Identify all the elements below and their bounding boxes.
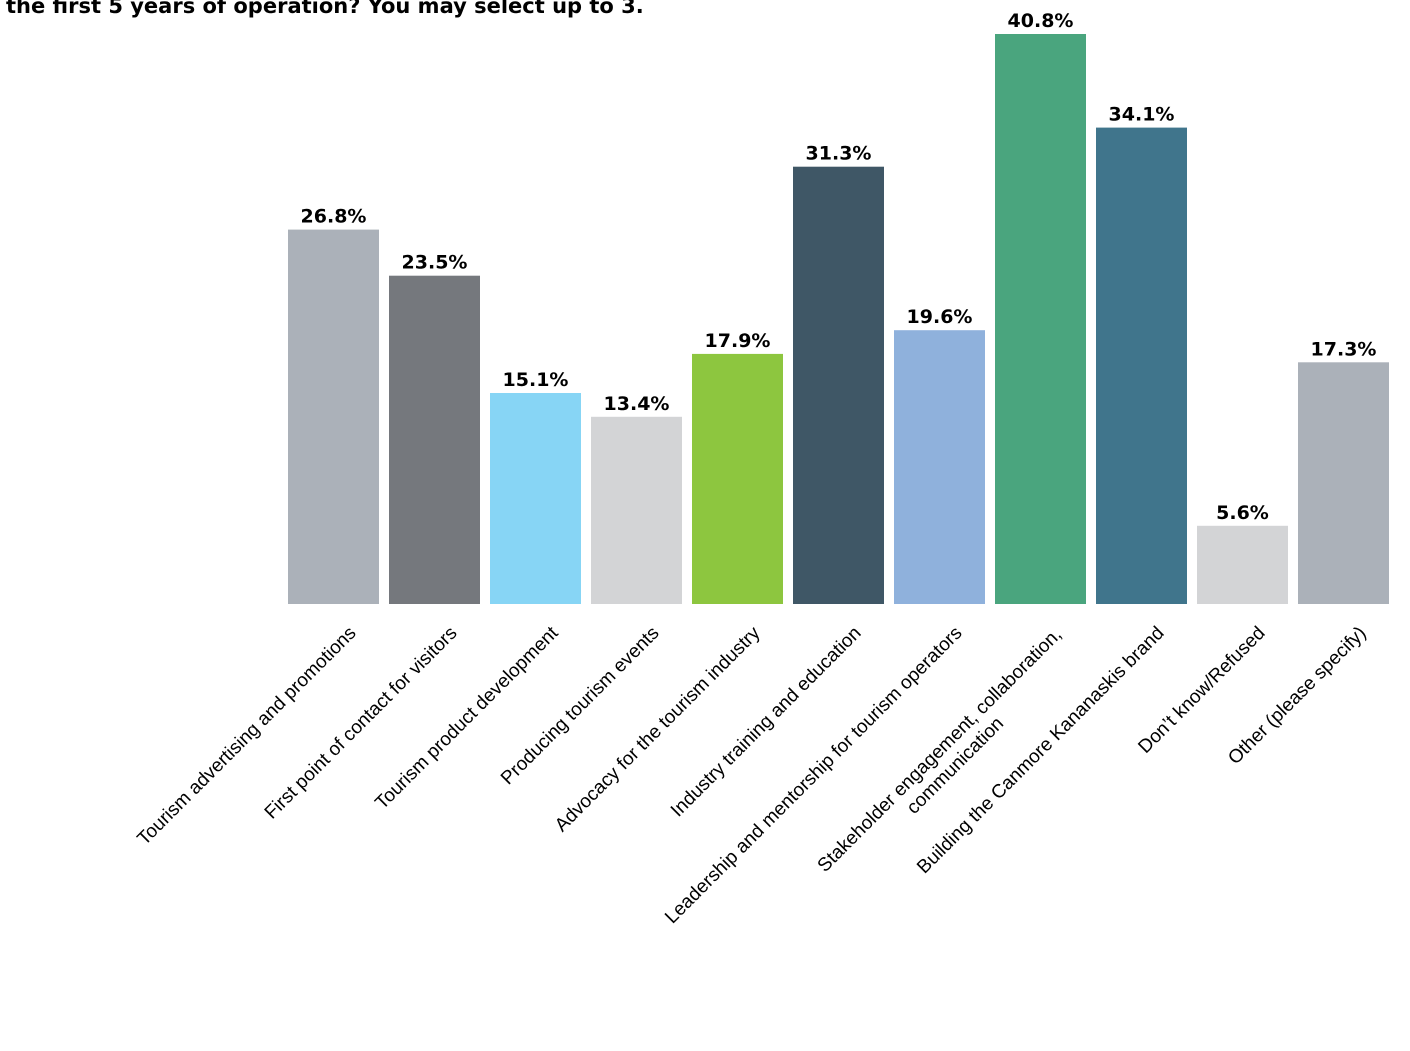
data-label-9: 34.1% bbox=[1109, 104, 1175, 126]
data-label-10: 5.6% bbox=[1216, 502, 1269, 524]
data-label-7: 19.6% bbox=[907, 306, 973, 328]
bar-1 bbox=[288, 229, 379, 604]
category-label-3: Tourism product development bbox=[371, 622, 563, 814]
bar-5 bbox=[692, 353, 783, 604]
data-label-8: 40.8% bbox=[1008, 10, 1074, 32]
data-label-3: 15.1% bbox=[503, 369, 569, 391]
data-label-4: 13.4% bbox=[604, 393, 670, 415]
category-label-1: Tourism advertising and promotions bbox=[134, 623, 361, 850]
bar-11 bbox=[1298, 362, 1389, 604]
bar-2 bbox=[389, 275, 480, 604]
data-label-6: 31.3% bbox=[806, 143, 872, 165]
bar-3 bbox=[490, 393, 581, 604]
bar-4 bbox=[591, 416, 682, 604]
data-label-11: 17.3% bbox=[1311, 338, 1377, 360]
data-label-2: 23.5% bbox=[402, 252, 468, 274]
category-label-2: First point of contact for visitors bbox=[261, 623, 462, 824]
bar-8 bbox=[995, 34, 1086, 604]
data-label-1: 26.8% bbox=[301, 206, 367, 228]
data-label-5: 17.9% bbox=[705, 330, 771, 352]
bar-10 bbox=[1197, 525, 1288, 604]
bar-6 bbox=[793, 166, 884, 604]
bar-7 bbox=[894, 330, 985, 604]
category-label-5: Advocacy for the tourism industry bbox=[551, 622, 765, 836]
chart-title: the first 5 years of operation? You may … bbox=[6, 0, 644, 18]
bar-9 bbox=[1096, 127, 1187, 604]
category-label-6: Industry training and education bbox=[667, 623, 866, 822]
